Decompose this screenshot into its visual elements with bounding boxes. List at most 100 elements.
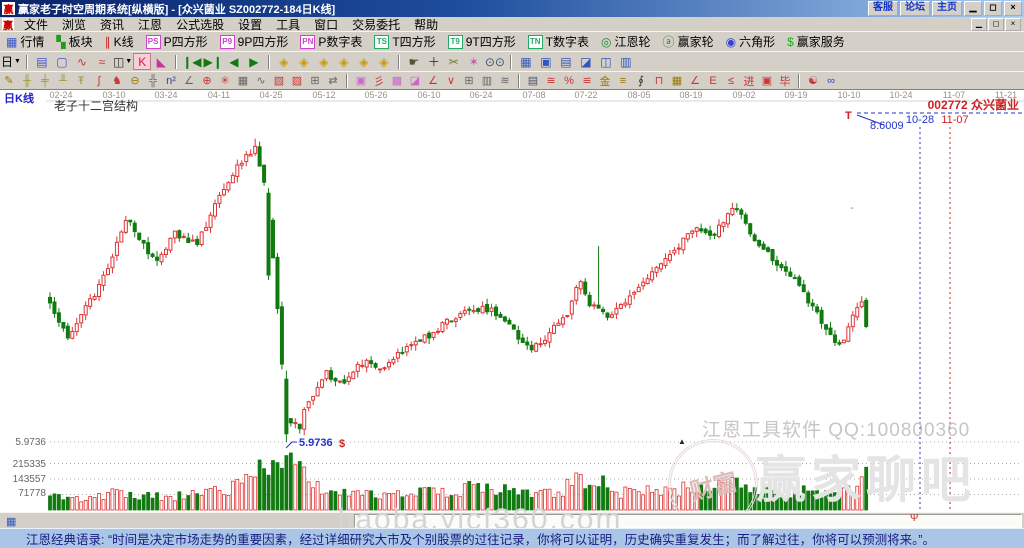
grid-dense-tool[interactable]: ╬ bbox=[144, 73, 162, 88]
trend-small-button[interactable]: ∿ bbox=[72, 53, 92, 70]
support-button[interactable]: 客服 bbox=[868, 1, 898, 16]
infinity-tool[interactable]: ∞ bbox=[822, 73, 840, 88]
forum-button[interactable]: 论坛 bbox=[900, 1, 930, 16]
pink-square-tool[interactable]: ▣ bbox=[352, 73, 370, 88]
zigzag-tool[interactable]: ∿ bbox=[252, 73, 270, 88]
e-wave-tool[interactable]: E bbox=[704, 73, 722, 88]
view-tool[interactable]: ⊙⊙ bbox=[484, 53, 506, 70]
export-button[interactable]: ◫ bbox=[596, 53, 616, 70]
arrows-tool[interactable]: ⇄ bbox=[324, 73, 342, 88]
arc-tool[interactable]: ∫ bbox=[90, 73, 108, 88]
gann-diamond-5-button[interactable]: ◈ bbox=[354, 53, 374, 70]
menu-item-formula-stock-pick[interactable]: 公式选股 bbox=[176, 17, 225, 32]
mdi-close-button[interactable]: × bbox=[1005, 17, 1021, 31]
gann-diamond-6-button[interactable]: ◈ bbox=[374, 53, 394, 70]
quotes-button[interactable]: ▦ 行情 bbox=[0, 33, 50, 50]
minute-chart-button[interactable]: ▤ bbox=[32, 53, 52, 70]
grid-fill-tool[interactable]: ▦ bbox=[234, 73, 252, 88]
menu-item-file[interactable]: 文件 bbox=[24, 17, 49, 32]
ray-fan-tool[interactable]: 彡 bbox=[370, 73, 388, 88]
band2-tool[interactable]: ▨ bbox=[288, 73, 306, 88]
menu-item-help[interactable]: 帮助 bbox=[414, 17, 439, 32]
candle-style-button[interactable]: ◫ ▼ bbox=[112, 53, 133, 70]
compass-tool[interactable]: ⊕ bbox=[198, 73, 216, 88]
monitor-button[interactable]: ▣ bbox=[536, 53, 556, 70]
f10-info-button[interactable]: ▢ bbox=[52, 53, 72, 70]
price-channel-button[interactable]: ╨ bbox=[54, 73, 72, 88]
percent-tool[interactable]: % bbox=[560, 73, 578, 88]
save-button[interactable]: ◪ bbox=[576, 53, 596, 70]
mdi-restore-button[interactable]: ◻ bbox=[988, 17, 1004, 31]
gold-section-tool[interactable]: 金 bbox=[596, 73, 614, 88]
crosshair-button[interactable]: ＋ bbox=[424, 53, 444, 70]
block-tool[interactable]: ▣ bbox=[758, 73, 776, 88]
menu-item-tools[interactable]: 工具 bbox=[276, 17, 301, 32]
flag-tool[interactable]: ♞ bbox=[108, 73, 126, 88]
mark-tool[interactable]: ✶ bbox=[464, 53, 484, 70]
draw-pencil-button[interactable]: ✎ bbox=[0, 73, 18, 88]
check-tool[interactable]: ∨ bbox=[442, 73, 460, 88]
gann-diamond-3-button[interactable]: ◈ bbox=[314, 53, 334, 70]
calendar-button[interactable]: ▦ bbox=[516, 53, 536, 70]
gold-grid-tool[interactable]: ▦ bbox=[668, 73, 686, 88]
ratio-tool[interactable]: ≅ bbox=[542, 73, 560, 88]
home-button[interactable]: 主页 bbox=[932, 1, 962, 16]
gann-diamond-2-button[interactable]: ◈ bbox=[294, 53, 314, 70]
notebook-button[interactable]: ▤ bbox=[556, 53, 576, 70]
gann-line-button[interactable]: ╫ bbox=[18, 73, 36, 88]
finish-tool[interactable]: 毕 bbox=[776, 73, 794, 88]
menu-item-trade-entrust[interactable]: 交易委托 bbox=[352, 17, 401, 32]
cut-tool[interactable]: ✂ bbox=[444, 53, 464, 70]
panel-tool[interactable]: ▥ bbox=[478, 73, 496, 88]
minimize-button[interactable]: ▁ bbox=[964, 1, 982, 16]
t-square-button[interactable]: TS T四方形 bbox=[368, 33, 441, 50]
print-button[interactable]: ▥ bbox=[616, 53, 636, 70]
p9-square-button[interactable]: P9 9P四方形 bbox=[214, 33, 295, 50]
percent-levels-tool[interactable]: ≌ bbox=[578, 73, 596, 88]
open-grid-tool[interactable]: ⊞ bbox=[306, 73, 324, 88]
color-flag-button[interactable]: ◣ bbox=[151, 53, 171, 70]
gann-fan-button[interactable]: ╪ bbox=[36, 73, 54, 88]
menu-item-settings[interactable]: 设置 bbox=[238, 17, 263, 32]
angle-line-tool[interactable]: ∠ bbox=[686, 73, 704, 88]
gann-diamond-1-button[interactable]: ◈ bbox=[274, 53, 294, 70]
p-number-table-button[interactable]: PN P数字表 bbox=[294, 33, 368, 50]
t9-square-button[interactable]: T9 9T四方形 bbox=[442, 33, 522, 50]
pyramid-tool[interactable]: ⊓ bbox=[650, 73, 668, 88]
menu-item-browse[interactable]: 浏览 bbox=[62, 17, 87, 32]
pink-blob-tool[interactable]: ◪ bbox=[406, 73, 424, 88]
prev-page-button[interactable]: ◀ bbox=[224, 53, 244, 70]
angle-tool[interactable]: ∠ bbox=[180, 73, 198, 88]
last-page-button[interactable]: ▶❙ bbox=[203, 53, 224, 70]
pink-grid-tool[interactable]: ▩ bbox=[388, 73, 406, 88]
next-page-button[interactable]: ▶ bbox=[244, 53, 264, 70]
restore-button[interactable]: ◻ bbox=[984, 1, 1002, 16]
measure-tool[interactable]: ▤ bbox=[524, 73, 542, 88]
first-page-button[interactable]: ❙◀ bbox=[181, 53, 202, 70]
gann-wheel-button[interactable]: ◎ 江恩轮 bbox=[595, 33, 657, 50]
advance-tool[interactable]: 进 bbox=[740, 73, 758, 88]
trend-multi-button[interactable]: ≈ bbox=[92, 53, 112, 70]
p-square-button[interactable]: PS P四方形 bbox=[140, 33, 214, 50]
menu-item-window[interactable]: 窗口 bbox=[314, 17, 339, 32]
t-line-button[interactable]: Ŧ bbox=[72, 73, 90, 88]
kline-mode-button[interactable]: K bbox=[133, 53, 152, 70]
circle-tool[interactable]: ⊖ bbox=[126, 73, 144, 88]
mdi-minimize-button[interactable]: ▁ bbox=[971, 17, 987, 31]
period-day-button[interactable]: 日 ▼ bbox=[0, 53, 22, 70]
hexagon-button[interactable]: ◉ 六角形 bbox=[720, 33, 782, 50]
sectors-button[interactable]: ▚ 板块 bbox=[50, 33, 98, 50]
band-tool[interactable]: ▧ bbox=[270, 73, 288, 88]
winner-service-button[interactable]: $ 赢家服务 bbox=[781, 33, 851, 50]
grid2-tool[interactable]: ⊞ bbox=[460, 73, 478, 88]
waves-tool[interactable]: ≋ bbox=[496, 73, 514, 88]
gann-diamond-4-button[interactable]: ◈ bbox=[334, 53, 354, 70]
yinyang-tool[interactable]: ☯ bbox=[804, 73, 822, 88]
angle-red-tool[interactable]: ∠ bbox=[424, 73, 442, 88]
star-tool[interactable]: ✳ bbox=[216, 73, 234, 88]
n-square-tool[interactable]: n² bbox=[162, 73, 180, 88]
trend-steps-tool[interactable]: ≤ bbox=[722, 73, 740, 88]
winner-wheel-button[interactable]: ⓐ 赢家轮 bbox=[657, 33, 720, 50]
gold-channel-tool[interactable]: ≡ bbox=[614, 73, 632, 88]
menu-item-gann[interactable]: 江恩 bbox=[138, 17, 163, 32]
